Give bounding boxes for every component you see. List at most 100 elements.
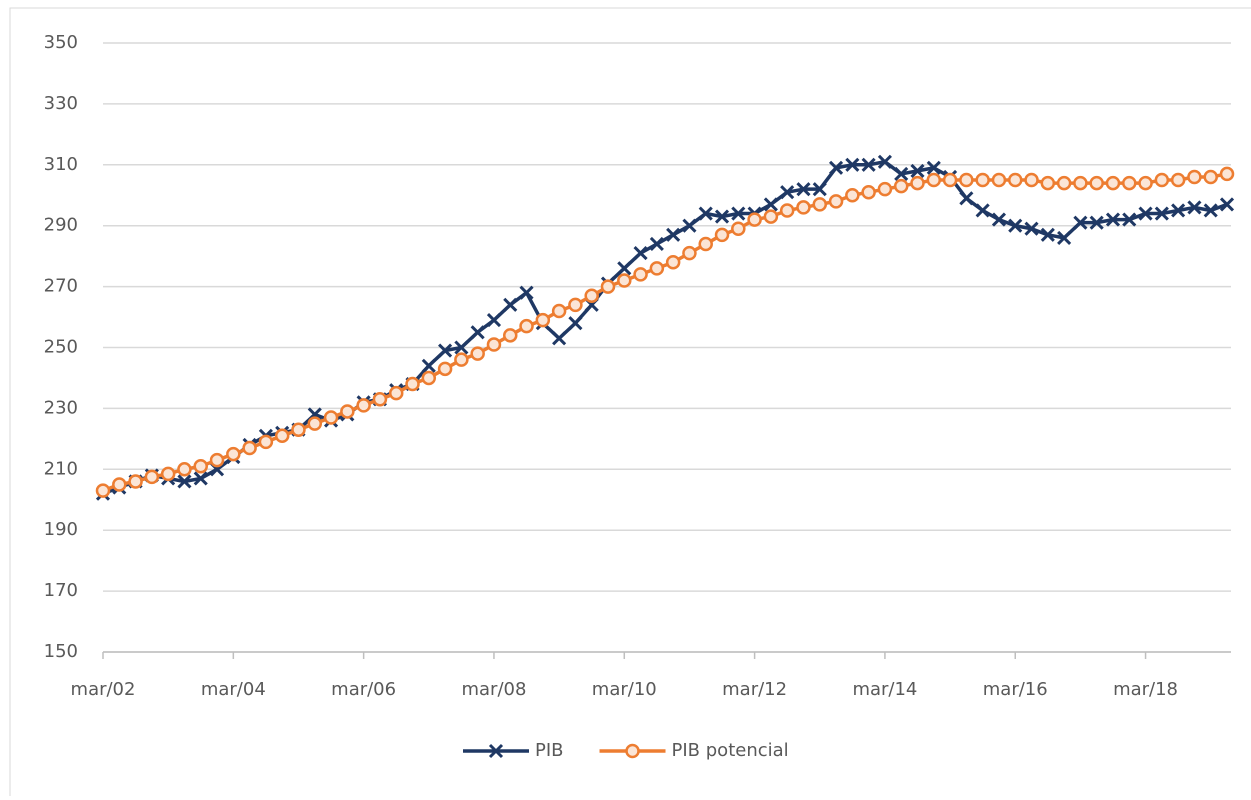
point-marker: [584, 288, 599, 303]
point-marker: [763, 197, 778, 212]
point-marker: [682, 218, 697, 233]
x-tick-label: mar/12: [722, 679, 787, 700]
point-marker: [893, 178, 909, 194]
point-marker: [551, 303, 567, 319]
point-marker: [959, 191, 974, 206]
point-marker: [1122, 212, 1137, 227]
point-marker: [193, 459, 208, 474]
point-marker: [209, 452, 225, 468]
point-marker: [1187, 169, 1202, 185]
point-marker: [665, 254, 681, 270]
point-marker: [177, 462, 192, 477]
point-marker: [1219, 197, 1235, 212]
point-marker: [372, 392, 388, 407]
legend-label: PIB potencial: [672, 740, 789, 761]
point-marker: [731, 221, 746, 236]
point-marker: [649, 236, 664, 252]
point-marker: [1154, 206, 1169, 221]
point-marker: [600, 279, 616, 294]
y-tick-label: 330: [44, 93, 78, 114]
y-tick-label: 270: [44, 276, 78, 297]
point-marker: [877, 154, 892, 169]
point-marker: [714, 209, 730, 224]
point-marker: [128, 474, 143, 489]
point-marker: [1056, 175, 1072, 191]
point-marker: [454, 352, 469, 367]
series: [95, 166, 1235, 498]
point-marker: [519, 318, 534, 334]
legend-label: PIB: [535, 740, 564, 761]
point-marker: [160, 466, 176, 482]
point-marker: [1138, 175, 1153, 191]
point-marker: [568, 297, 583, 313]
chart-border: [9, 7, 1251, 800]
point-marker: [942, 172, 958, 188]
y-tick-label: 170: [44, 580, 78, 601]
point-marker: [1073, 215, 1088, 230]
legend-marker: [488, 743, 504, 759]
point-marker: [666, 227, 681, 242]
point-marker: [421, 358, 436, 373]
point-marker: [926, 172, 942, 188]
point-marker: [779, 203, 795, 218]
point-marker: [1122, 175, 1137, 191]
x-tick-label: mar/02: [71, 679, 136, 700]
y-tick-label: 210: [44, 458, 78, 479]
point-marker: [470, 325, 485, 340]
point-marker: [877, 181, 893, 197]
point-marker: [763, 209, 779, 224]
point-marker: [552, 331, 567, 346]
point-marker: [1170, 172, 1186, 188]
point-marker: [649, 261, 665, 276]
point-marker: [1219, 166, 1235, 182]
x-tick-label: mar/10: [592, 679, 657, 700]
point-marker: [828, 160, 844, 175]
point-marker: [535, 312, 551, 328]
point-marker: [1187, 200, 1202, 215]
point-marker: [356, 398, 371, 413]
point-marker: [780, 185, 795, 200]
point-marker: [486, 313, 502, 328]
point-marker: [291, 422, 306, 437]
point-marker: [812, 197, 828, 212]
point-marker: [926, 160, 941, 175]
point-marker: [388, 385, 404, 401]
point-marker: [747, 212, 762, 227]
point-marker: [910, 175, 925, 191]
point-marker: [975, 203, 990, 218]
point-marker: [1203, 203, 1218, 218]
point-marker: [405, 376, 420, 392]
point-marker: [470, 346, 485, 361]
point-marker: [991, 212, 1007, 227]
point-marker: [437, 361, 453, 377]
point-marker: [242, 440, 257, 456]
x-tick-label: mar/16: [983, 679, 1048, 700]
point-marker: [731, 206, 746, 221]
y-tick-label: 190: [44, 519, 78, 540]
point-marker: [1105, 175, 1121, 191]
point-marker: [633, 246, 648, 261]
point-marker: [1171, 203, 1186, 218]
point-marker: [894, 166, 909, 181]
point-marker: [714, 227, 730, 243]
point-marker: [633, 267, 648, 282]
point-marker: [1024, 172, 1039, 188]
y-tick-label: 310: [44, 154, 78, 175]
point-marker: [568, 316, 583, 331]
series-line: [102, 172, 1228, 493]
y-tick-label: 250: [44, 337, 78, 358]
point-marker: [991, 172, 1007, 188]
point-marker: [144, 469, 160, 485]
point-marker: [975, 172, 990, 188]
point-marker: [796, 182, 811, 197]
point-marker: [486, 337, 502, 352]
point-marker: [95, 483, 111, 498]
point-marker: [1024, 221, 1039, 236]
point-marker: [323, 410, 339, 425]
point-marker: [177, 474, 192, 489]
y-tick-label: 230: [44, 397, 78, 418]
point-marker: [438, 343, 453, 358]
point-marker: [861, 184, 876, 200]
point-marker: [617, 261, 632, 276]
point-marker: [910, 163, 925, 178]
